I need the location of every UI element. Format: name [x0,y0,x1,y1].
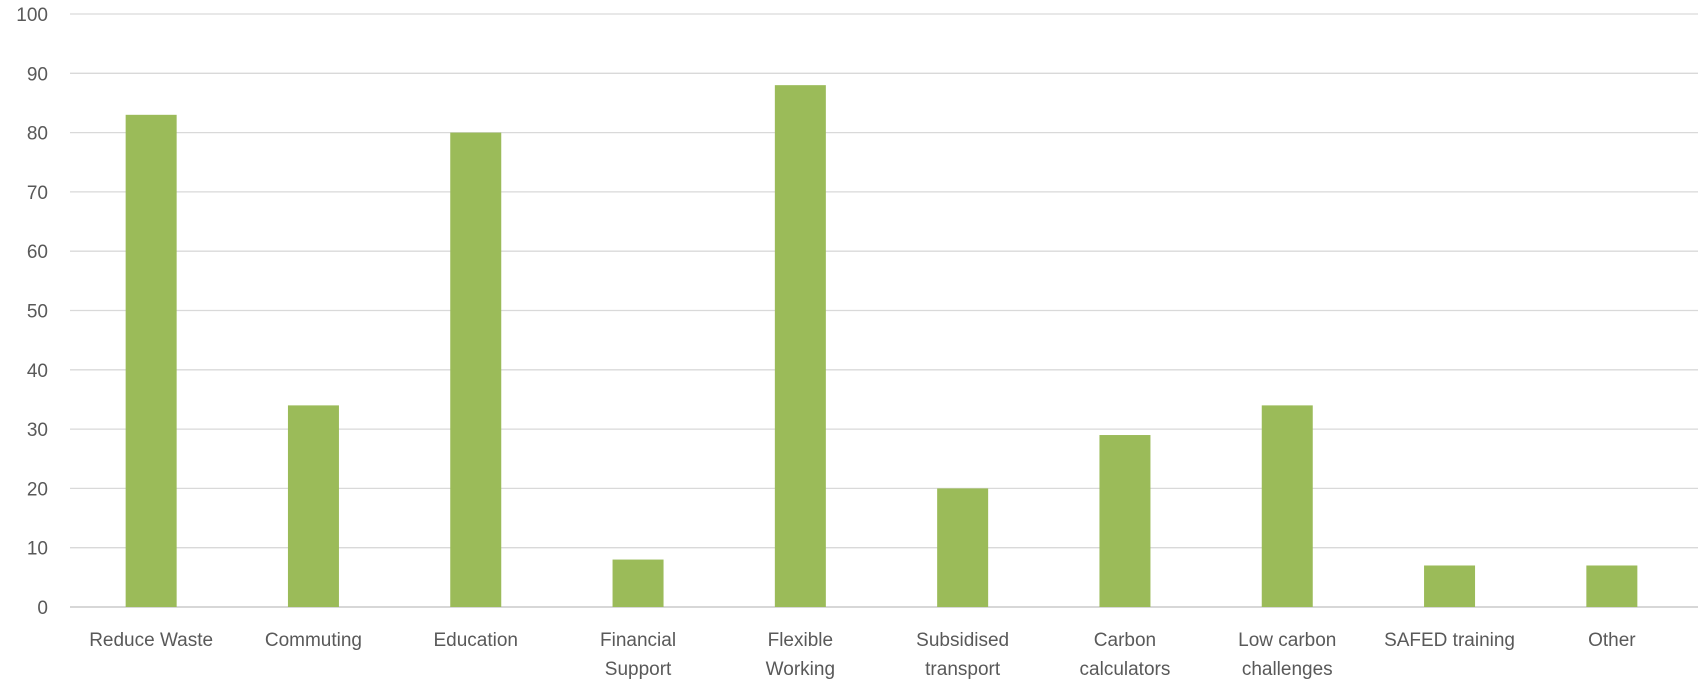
bars [125,85,1638,607]
bar [1586,565,1638,607]
bar [125,114,177,607]
bar [1261,405,1313,607]
y-tick-label: 90 [27,64,48,85]
y-tick-label: 10 [27,539,48,560]
x-category-label: Education [433,630,518,651]
x-category-label: Working [766,659,835,680]
y-axis-ticks: 0 10 20 30 40 50 60 70 80 90 100 [16,5,48,619]
x-category-label: Subsidised [916,630,1009,651]
bar [937,488,989,607]
y-tick-label: 60 [27,242,48,263]
x-category-label: calculators [1080,659,1171,680]
x-category-label: challenges [1242,659,1333,680]
x-category-label: Flexible [768,630,833,651]
y-tick-label: 70 [27,183,48,204]
y-tick-label: 30 [27,420,48,441]
x-category-label: Financial [600,630,676,651]
x-category-label: Carbon [1094,630,1156,651]
x-category-label: Other [1588,630,1636,651]
y-tick-label: 50 [27,302,48,323]
x-category-label: Low carbon [1238,630,1336,651]
bar [450,132,502,607]
x-category-label: Reduce Waste [89,630,213,651]
x-category-label: SAFED training [1384,630,1515,651]
x-category-label: Commuting [265,630,362,651]
bar [287,405,339,607]
x-category-label: Support [605,659,672,680]
y-tick-label: 0 [37,598,48,619]
bar [612,559,664,607]
bar [1424,565,1476,607]
gridlines [70,13,1698,608]
y-tick-label: 40 [27,361,48,382]
y-tick-label: 100 [16,5,48,26]
bar [1099,435,1151,607]
y-tick-label: 20 [27,479,48,500]
bar [774,85,826,607]
x-category-label: transport [925,659,1001,680]
y-tick-label: 80 [27,124,48,145]
x-axis-categories: Reduce Waste Commuting Education Financial S… [89,630,1636,680]
